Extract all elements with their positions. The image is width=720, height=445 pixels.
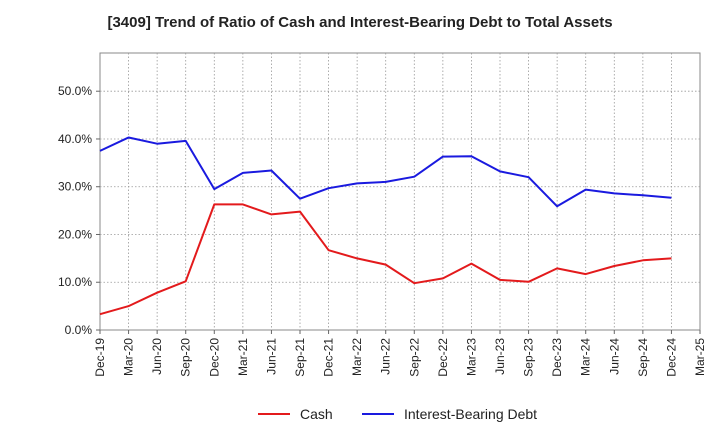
y-tick-label: 20.0% — [58, 227, 92, 241]
x-tick-label: Dec-19 — [93, 338, 107, 377]
y-tick-label: 10.0% — [58, 275, 92, 289]
chart-title: [3409] Trend of Ratio of Cash and Intere… — [107, 14, 613, 31]
x-tick-label: Dec-21 — [322, 338, 336, 377]
x-tick-label: Dec-22 — [436, 338, 450, 377]
x-tick-label: Mar-22 — [350, 338, 364, 376]
series-line-interest-bearing-debt — [99, 136, 672, 208]
x-tick-label: Mar-25 — [693, 338, 707, 376]
legend-label-interest-bearing-debt: Interest-Bearing Debt — [404, 406, 537, 422]
legend-label-cash: Cash — [300, 406, 333, 422]
x-tick-label: Jun-24 — [607, 338, 621, 375]
x-tick-label: Dec-20 — [207, 338, 221, 377]
y-tick-label: 40.0% — [58, 132, 92, 146]
x-tick-label: Dec-24 — [664, 338, 678, 377]
x-tick-label: Mar-23 — [464, 338, 478, 376]
plot-area — [99, 52, 701, 331]
x-tick-label: Mar-24 — [579, 338, 593, 376]
y-tick-label: 50.0% — [58, 84, 92, 98]
x-tick-label: Sep-23 — [522, 338, 536, 377]
x-tick-label: Jun-23 — [493, 338, 507, 375]
y-tick-label: 0.0% — [65, 323, 93, 337]
x-tick-label: Sep-20 — [179, 338, 193, 377]
x-tick-label: Mar-20 — [122, 338, 136, 376]
x-tick-label: Mar-21 — [236, 338, 250, 376]
x-tick-label: Jun-20 — [150, 338, 164, 375]
y-tick-label: 30.0% — [58, 180, 92, 194]
x-tick-label: Dec-23 — [550, 338, 564, 377]
x-tick-label: Sep-22 — [407, 338, 421, 377]
x-tick-label: Sep-24 — [636, 338, 650, 377]
series-line-cash — [99, 203, 672, 316]
x-tick-label: Jun-22 — [379, 338, 393, 375]
x-tick-label: Sep-21 — [293, 338, 307, 377]
x-tick-label: Jun-21 — [264, 338, 278, 375]
